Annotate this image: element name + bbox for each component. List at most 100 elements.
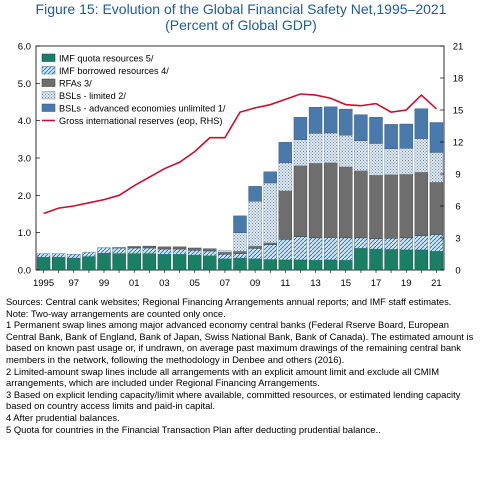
bar-segment-quota-2016 (354, 248, 368, 271)
bar-segment-quota-2013 (308, 260, 323, 271)
bar-segment-borrowed-2017 (369, 238, 383, 250)
bar-segment-unlimited-2011 (278, 142, 293, 164)
chart-subtitle: (Percent of Global GDP) (165, 17, 317, 33)
bar-segment-quota-2019 (399, 249, 413, 271)
bar-segment-borrowed-2004 (172, 248, 187, 255)
bar-segment-rfa-2017 (369, 174, 383, 239)
chart-title: Figure 15: Evolution of the Global Finan… (35, 1, 447, 17)
bar-segment-borrowed-1999 (97, 247, 111, 254)
bar-segment-limited-2015 (339, 135, 353, 168)
legend-swatch-limited (41, 91, 56, 100)
x-axis-tick-label: 07 (220, 278, 231, 289)
x-axis-tick-label: 17 (371, 278, 382, 289)
legend-swatch-borrowed (41, 66, 56, 75)
x-axis-tick-label: 01 (129, 278, 140, 289)
left-axis-tick-label: 3.0 (18, 154, 31, 165)
bar-segment-borrowed-2014 (323, 237, 338, 261)
right-axis-tick-label: 3 (455, 234, 460, 245)
bar-segment-borrowed-1998 (82, 251, 96, 257)
bar-segment-unlimited-2010 (263, 171, 277, 184)
bar-segment-rfa-2019 (399, 174, 413, 239)
bar-segment-rfa-2007 (218, 251, 232, 255)
bar-segment-borrowed-2011 (278, 239, 293, 261)
bar-segment-quota-2005 (187, 254, 202, 271)
bar-segment-rfa-2005 (187, 247, 202, 251)
footnote-1: 1 Permanent swap lines among major advan… (6, 319, 474, 365)
bar-segment-quota-2001 (127, 253, 141, 271)
gross-reserves-line (43, 93, 437, 215)
right-axis-tick-label: 9 (455, 170, 460, 181)
left-axis-tick-label: 2.0 (18, 191, 31, 202)
bar-segment-rfa-2004 (172, 246, 187, 250)
bar-segment-limited-2014 (323, 132, 338, 164)
bar-segment-unlimited-2013 (308, 107, 323, 134)
bar-segment-quota-2000 (112, 253, 126, 271)
footnote-3: 3 Based on explicit lending capacity/lim… (6, 388, 461, 412)
bar-segment-borrowed-2021 (429, 234, 444, 252)
x-axis-tick-label: 1995 (33, 278, 54, 289)
bar-segment-unlimited-2015 (339, 108, 353, 136)
chart-notes: Sources: Central cank websites; Regional… (6, 296, 478, 435)
bar-segment-borrowed-2000 (112, 247, 126, 254)
bar-segment-rfa-2009 (248, 245, 262, 249)
bar-segment-limited-2019 (399, 148, 413, 175)
x-axis-tick-label: 09 (250, 278, 261, 289)
bar-segment-rfa-2006 (203, 248, 217, 252)
bar-segment-limited-2017 (369, 143, 383, 176)
bar-segment-quota-2017 (369, 248, 383, 271)
bar-segment-borrowed-2001 (127, 247, 141, 254)
right-axis-tick-label: 18 (453, 74, 464, 85)
x-axis-tick-label: 97 (68, 278, 79, 289)
left-axis-tick-label: 1.0 (18, 228, 31, 239)
x-axis-tick-label: 21 (431, 278, 442, 289)
bar-segment-unlimited-2018 (384, 124, 398, 149)
legend-label-unlimited: BSLs - advanced economies unlimited 1/ (59, 104, 226, 114)
bar-segment-rfa-2008 (233, 251, 247, 254)
bar-segment-quota-2008 (233, 257, 247, 271)
x-axis-tick-label: 99 (99, 278, 110, 289)
x-axis-tick-label: 05 (189, 278, 200, 289)
bar-segment-borrowed-2006 (203, 250, 217, 257)
bar-segment-quota-2006 (203, 255, 217, 271)
bar-segment-rfa-2012 (293, 165, 308, 237)
bar-segment-unlimited-2012 (293, 117, 308, 140)
legend-label-quota: IMF quota resources 5/ (59, 54, 154, 64)
legend-swatch-rfa (41, 78, 56, 87)
bar-segment-borrowed-1997 (67, 254, 81, 259)
bar-segment-limited-2021 (429, 152, 444, 183)
bar-segment-borrowed-2020 (414, 235, 429, 251)
bar-segment-limited-2007 (218, 250, 232, 253)
bar-segment-unlimited-2020 (414, 108, 429, 139)
bar-segment-quota-2002 (142, 253, 157, 271)
bar-segment-borrowed-2010 (263, 244, 277, 260)
bar-segment-rfa-2014 (323, 162, 338, 238)
bar-segment-limited-2013 (308, 133, 323, 164)
legend-label-reserves: Gross international reserves (eop, RHS) (59, 116, 222, 126)
bar-segment-quota-1999 (97, 252, 111, 271)
right-axis-tick-label: 12 (453, 138, 464, 149)
left-axis-tick-label: 0.0 (18, 266, 31, 277)
bar-segment-limited-2018 (384, 148, 398, 175)
bar-segment-unlimited-2017 (369, 117, 383, 144)
bar-segment-rfa-2010 (263, 242, 277, 245)
bar-segment-quota-2004 (172, 254, 187, 271)
bar-segment-borrowed-2002 (142, 247, 157, 254)
bar-segment-limited-2020 (414, 138, 429, 173)
bar-segment-borrowed-2015 (339, 237, 353, 261)
bar-segment-unlimited-2009 (248, 186, 262, 202)
bar-segment-limited-2008 (233, 232, 247, 252)
x-axis-tick-label: 03 (159, 278, 170, 289)
bar-segment-quota-2012 (293, 259, 308, 271)
left-axis-tick-label: 6.0 (18, 42, 31, 53)
bar-segment-quota-1995 (36, 257, 51, 271)
bar-segment-limited-2010 (263, 182, 277, 243)
bar-segment-quota-2011 (278, 259, 293, 271)
bar-segment-quota-1996 (51, 257, 66, 271)
legend-swatch-unlimited (41, 103, 56, 112)
bar-segment-quota-2021 (429, 251, 444, 271)
x-axis-tick-label: 15 (340, 278, 351, 289)
general-note: Note: Two-way arrangements are counted o… (6, 307, 226, 319)
left-axis-tick-label: 4.0 (18, 116, 31, 127)
bar-segment-borrowed-2016 (354, 237, 368, 249)
